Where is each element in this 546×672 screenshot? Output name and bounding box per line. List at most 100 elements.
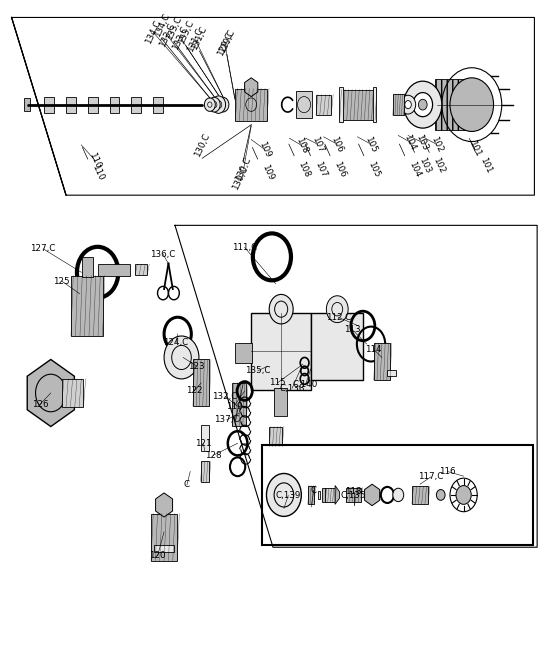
Bar [340, 89, 375, 120]
Bar [387, 370, 396, 376]
Text: 126: 126 [32, 400, 48, 409]
Circle shape [266, 474, 301, 516]
Circle shape [400, 95, 416, 114]
Circle shape [456, 486, 471, 504]
Polygon shape [335, 486, 340, 504]
Text: 134,C: 134,C [152, 12, 171, 39]
Text: C,140: C,140 [293, 380, 318, 389]
Text: 116: 116 [439, 467, 455, 476]
Bar [393, 94, 403, 116]
Text: 118: 118 [345, 487, 362, 496]
Circle shape [405, 101, 411, 109]
Text: 105: 105 [364, 134, 378, 154]
Bar [23, 98, 30, 112]
Text: 133,C: 133,C [171, 24, 190, 51]
Text: 104: 104 [407, 160, 422, 178]
Text: 134,C: 134,C [144, 19, 163, 46]
Bar [201, 425, 209, 452]
Polygon shape [156, 493, 173, 517]
Bar [251, 312, 311, 390]
Text: C,139: C,139 [276, 491, 301, 500]
Text: 109: 109 [260, 163, 275, 181]
Bar [346, 488, 361, 502]
Text: 112,C: 112,C [326, 312, 351, 322]
Text: 123: 123 [188, 362, 205, 371]
Polygon shape [27, 360, 74, 427]
Text: 129,C: 129,C [216, 31, 234, 58]
Bar [318, 491, 321, 499]
Bar [82, 257, 93, 277]
Circle shape [418, 99, 427, 110]
Bar [71, 276, 103, 336]
Text: 133,C: 133,C [157, 22, 176, 48]
Bar [62, 379, 84, 407]
Text: 132,C: 132,C [212, 392, 238, 401]
Text: 114: 114 [365, 345, 382, 354]
Bar [135, 264, 147, 275]
Bar [373, 87, 376, 122]
Text: 136,C: 136,C [150, 250, 176, 259]
Bar [316, 95, 331, 115]
Polygon shape [365, 485, 379, 505]
Bar [153, 97, 163, 113]
Bar [412, 487, 428, 503]
Circle shape [164, 336, 199, 379]
Bar [235, 89, 267, 121]
Text: 128: 128 [205, 451, 222, 460]
Text: C: C [184, 480, 190, 489]
Bar [262, 445, 533, 545]
Circle shape [211, 96, 225, 114]
Text: 130,C: 130,C [193, 132, 212, 159]
Bar [200, 462, 209, 482]
Circle shape [403, 81, 442, 128]
Text: 129,C: 129,C [217, 28, 236, 54]
Text: 133,C: 133,C [164, 15, 183, 42]
Text: 130,C: 130,C [234, 155, 253, 183]
Bar [311, 312, 363, 380]
Text: C,135: C,135 [341, 491, 366, 500]
Bar [235, 343, 252, 363]
Text: 135,C: 135,C [245, 366, 270, 376]
Bar [151, 513, 177, 560]
Text: 104: 104 [402, 133, 418, 152]
Circle shape [204, 98, 215, 112]
Text: 133,C: 133,C [176, 19, 195, 46]
Text: 124,C: 124,C [163, 338, 189, 347]
Text: 110: 110 [87, 151, 103, 170]
Text: 107: 107 [313, 160, 328, 178]
Bar [374, 343, 390, 380]
Circle shape [269, 294, 293, 324]
Text: 115: 115 [269, 378, 286, 388]
Text: 111,C: 111,C [232, 243, 257, 252]
Text: 108: 108 [294, 136, 310, 155]
Text: 127,C: 127,C [31, 245, 56, 253]
Circle shape [208, 97, 220, 112]
Text: 121: 121 [195, 439, 211, 448]
Bar [322, 489, 327, 501]
Bar [66, 97, 76, 113]
Text: 108: 108 [296, 160, 312, 178]
Bar [132, 97, 141, 113]
Text: 102: 102 [429, 135, 444, 154]
Bar [44, 97, 54, 113]
Bar [274, 388, 287, 417]
Bar [232, 382, 246, 426]
Text: 131,C: 131,C [190, 24, 209, 51]
Text: 103: 103 [417, 157, 432, 175]
Text: 120: 120 [149, 552, 166, 560]
Text: 117,C: 117,C [418, 472, 443, 481]
Bar [98, 263, 130, 276]
Text: 119: 119 [225, 402, 242, 411]
Text: 101: 101 [478, 157, 493, 175]
Text: 101: 101 [467, 139, 482, 158]
Text: 137,C: 137,C [214, 415, 240, 424]
Text: 131,C: 131,C [186, 27, 205, 54]
Bar [155, 545, 174, 552]
Text: C,138: C,138 [280, 384, 305, 393]
Circle shape [217, 97, 229, 112]
Text: 107: 107 [310, 134, 325, 154]
Circle shape [450, 78, 494, 132]
Text: 113: 113 [343, 325, 360, 334]
Bar [269, 427, 282, 447]
Circle shape [393, 489, 403, 501]
